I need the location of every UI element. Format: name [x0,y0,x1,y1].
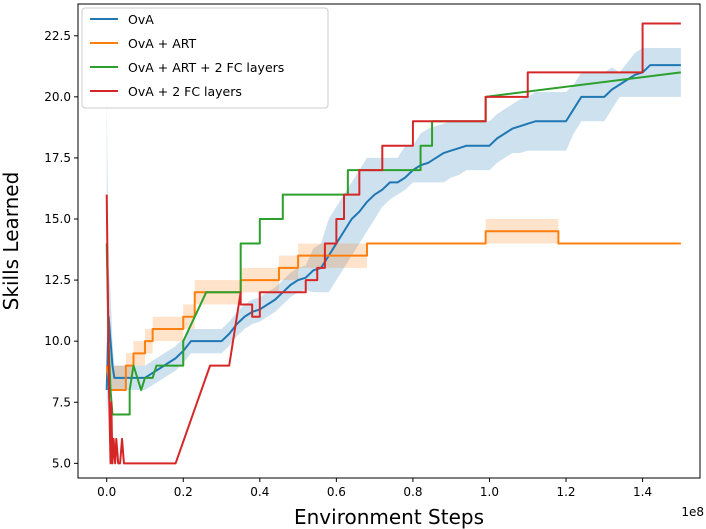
y-tick-label: 20.0 [44,90,71,104]
x-tick-label: 0.8 [403,485,422,499]
legend-label: OvA + 2 FC layers [128,84,242,99]
x-tick-label: 0.6 [327,485,346,499]
y-tick-label: 7.5 [52,395,71,409]
x-axis-ticks: 0.0 0.2 0.4 0.6 0.8 1.0 1.2 1.4 [97,478,652,499]
y-tick-label: 17.5 [44,151,71,165]
legend-label: OvA + ART + 2 FC layers [128,60,284,75]
band-series-1 [106,219,681,391]
y-tick-label: 12.5 [44,273,71,287]
y-tick-label: 22.5 [44,29,71,43]
x-tick-label: 1.4 [633,485,652,499]
x-tick-label: 1.2 [556,485,575,499]
x-tick-label: 0.0 [97,485,116,499]
confidence-bands [106,47,681,415]
plot-frame [77,3,701,479]
series-lines [105,22,681,465]
line-series-2 [105,71,681,416]
y-axis-label: Skills Learned [0,172,23,311]
x-axis-offset-label: 1e8 [681,505,704,519]
y-tick-label: 5.0 [52,456,71,470]
line-series-3 [105,22,681,465]
x-tick-label: 1.0 [480,485,499,499]
y-tick-label: 10.0 [44,334,71,348]
x-tick-label: 0.2 [174,485,193,499]
legend-box [81,7,329,109]
y-tick-label: 15.0 [44,212,71,226]
legend-label: OvA [128,12,154,27]
x-axis-label: Environment Steps [294,505,484,529]
x-tick-label: 0.4 [250,485,269,499]
legend-label: OvA + ART [128,36,197,51]
legend: OvA OvA + ART OvA + ART + 2 FC layers OvA +… [81,7,329,109]
y-axis-ticks: 5.0 7.5 10.0 12.5 15.0 17.5 20.0 22.5 [44,29,78,470]
line-series-0 [105,64,681,391]
band-series-0 [106,47,681,415]
